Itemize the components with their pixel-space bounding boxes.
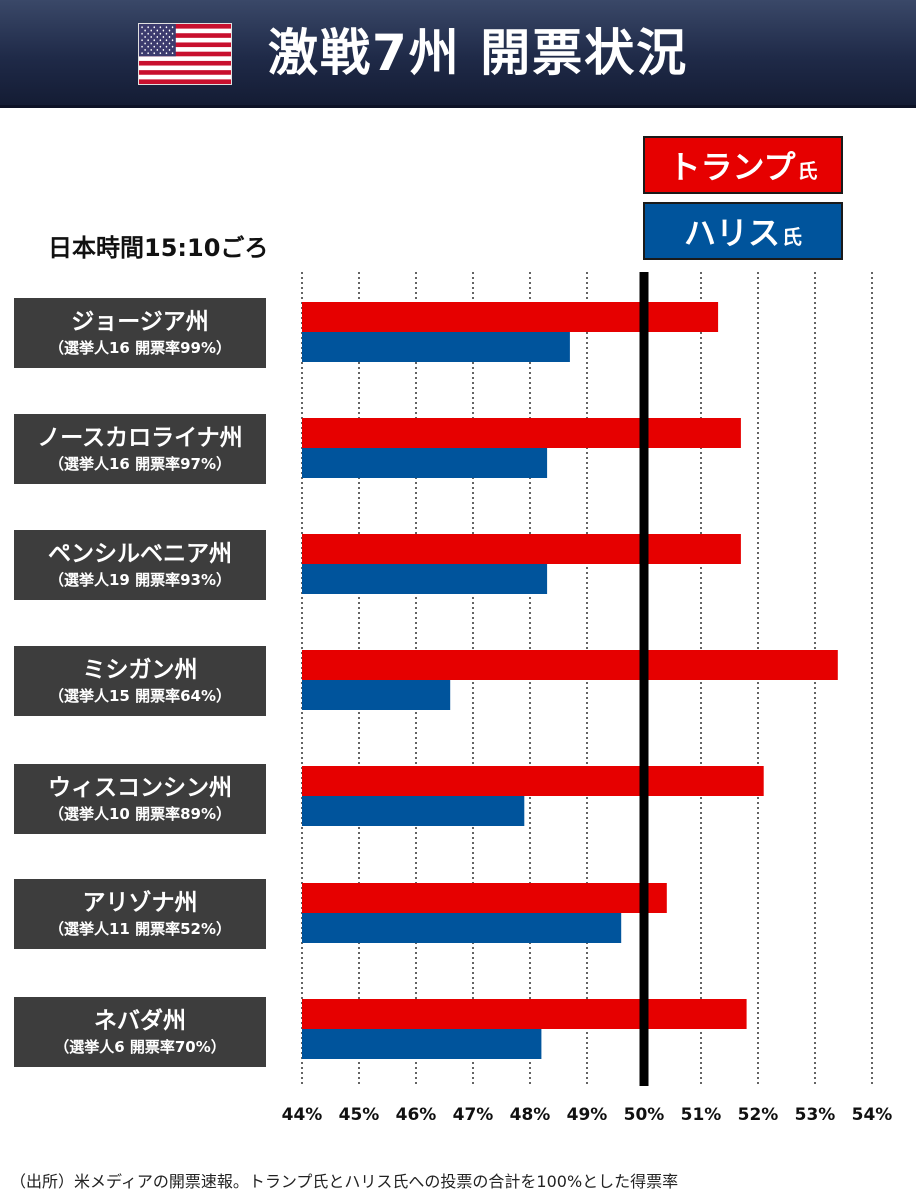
bar-trump [302, 418, 741, 448]
bar-trump [302, 534, 741, 564]
source-note: （出所）米メディアの開票速報。トランプ氏とハリス氏への投票の合計を100%とした… [10, 1172, 679, 1191]
bar-harris [302, 680, 451, 710]
state-name: ペンシルベニア州 [48, 541, 232, 567]
bar-trump [302, 650, 838, 680]
state-label-michigan: ミシガン州 （選挙人15 開票率64%） [14, 646, 266, 716]
bar-harris [302, 564, 548, 594]
x-tick-label: 47% [453, 1105, 494, 1125]
state-name: ノースカロライナ州 [37, 425, 243, 451]
state-sublabel: （選挙人10 開票率89%） [48, 805, 231, 823]
legend-label-harris: ハリス [683, 214, 780, 252]
state-label-north-carolina: ノースカロライナ州 （選挙人16 開票率97%） [14, 414, 266, 484]
state-sublabel: （選挙人16 開票率97%） [48, 455, 231, 473]
x-tick-label: 44% [282, 1105, 323, 1125]
legend-suffix-harris: 氏 [782, 224, 802, 249]
state-sublabel: （選挙人15 開票率64%） [48, 687, 231, 705]
state-name: ウィスコンシン州 [48, 775, 232, 801]
state-sublabel: （選挙人6 開票率70%） [54, 1038, 226, 1056]
bar-harris [302, 796, 525, 826]
state-sublabel: （選挙人11 開票率52%） [48, 920, 231, 938]
state-label-georgia: ジョージア州 （選挙人16 開票率99%） [14, 298, 266, 368]
header-banner: 激戦7州 開票状況 [0, 0, 916, 108]
x-tick-label: 53% [795, 1105, 836, 1125]
legend-item-harris: ハリス氏 [643, 202, 843, 260]
page-title: 激戦7州 開票状況 [268, 24, 689, 82]
bar-harris [302, 1029, 542, 1059]
state-name: ネバダ州 [94, 1008, 186, 1034]
bar-trump [302, 766, 764, 796]
bar-chart: 44% 45% 46% 47% 48% 49% 50% 51% 52% 53% 54% [282, 272, 893, 1125]
state-name: ジョージア州 [71, 309, 209, 335]
x-tick-label: 50% [624, 1105, 665, 1125]
bar-trump [302, 302, 719, 332]
timestamp: 日本時間15:10ごろ [48, 234, 269, 262]
state-label-wisconsin: ウィスコンシン州 （選挙人10 開票率89%） [14, 764, 266, 834]
x-tick-label: 51% [681, 1105, 722, 1125]
legend-suffix-trump: 氏 [797, 158, 818, 183]
state-label-nevada: ネバダ州 （選挙人6 開票率70%） [14, 997, 266, 1067]
state-sublabel: （選挙人16 開票率99%） [48, 339, 231, 357]
bar-trump [302, 883, 667, 913]
state-name: ミシガン州 [82, 657, 198, 683]
x-tick-label: 49% [567, 1105, 608, 1125]
bar-harris [302, 332, 570, 362]
state-label-pennsylvania: ペンシルベニア州 （選挙人19 開票率93%） [14, 530, 266, 600]
x-tick-label: 46% [396, 1105, 437, 1125]
legend-label-trump: トランプ [668, 148, 796, 186]
state-label-arizona: アリゾナ州 （選挙人11 開票率52%） [14, 879, 266, 949]
x-tick-label: 52% [738, 1105, 779, 1125]
x-tick-label: 48% [510, 1105, 551, 1125]
bar-trump [302, 999, 747, 1029]
us-flag-icon [138, 23, 232, 85]
state-name: アリゾナ州 [82, 890, 198, 916]
state-sublabel: （選挙人19 開票率93%） [48, 571, 231, 589]
x-tick-label: 45% [339, 1105, 380, 1125]
bar-harris [302, 913, 622, 943]
x-tick-label: 54% [852, 1105, 893, 1125]
bar-harris [302, 448, 548, 478]
legend-item-trump: トランプ氏 [643, 136, 843, 194]
